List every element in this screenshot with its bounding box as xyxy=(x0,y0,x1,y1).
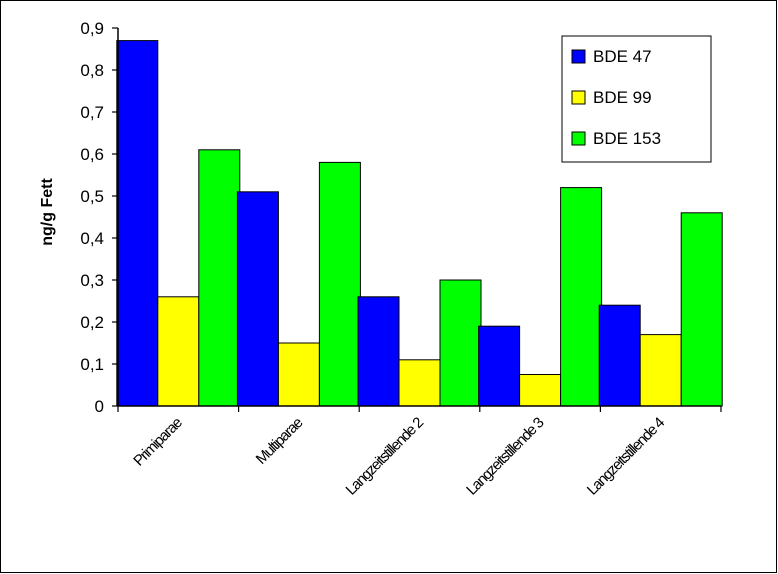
legend-box xyxy=(561,35,712,163)
y-tick-label: 0,3 xyxy=(80,271,104,290)
bar-2-1 xyxy=(157,296,200,407)
x-category-label: Langzeitstillende 3 xyxy=(463,414,547,498)
bar-1-5 xyxy=(598,304,641,407)
legend-label: BDE 99 xyxy=(593,88,652,107)
y-tick-label: 0,2 xyxy=(80,313,104,332)
bar-1-3 xyxy=(357,296,400,407)
y-axis-label: ng/g Fett xyxy=(39,178,56,246)
legend-label: BDE 47 xyxy=(593,47,652,66)
legend-label: BDE 153 xyxy=(593,129,661,148)
bar-3-3 xyxy=(439,279,482,407)
bar-1-2 xyxy=(236,191,279,407)
y-tick-label: 0,4 xyxy=(80,229,104,248)
bar-2-4 xyxy=(519,374,562,407)
bar-3-2 xyxy=(318,161,361,407)
x-category-label: Multiparae xyxy=(253,414,307,468)
bar-1-4 xyxy=(478,325,521,407)
bar-2-5 xyxy=(639,334,682,407)
y-tick-labels: 0 0,1 0,2 0,3 0,4 0,5 0,6 0,7 0,8 0,9 xyxy=(80,19,104,416)
x-category-label: Langzeitstillende 4 xyxy=(584,414,668,498)
y-tick-label: 0,9 xyxy=(80,19,104,38)
legend: BDE 47 BDE 99 BDE 153 xyxy=(561,35,712,163)
bars-layer xyxy=(116,40,723,407)
legend-items: BDE 47 BDE 99 BDE 153 xyxy=(571,47,661,148)
bar-2-3 xyxy=(398,359,441,407)
x-category-label: Primiparae xyxy=(130,414,185,469)
y-tick-label: 0,1 xyxy=(80,355,104,374)
legend-swatch xyxy=(571,90,586,105)
axes-layer xyxy=(112,27,722,412)
legend-swatch xyxy=(571,131,586,146)
y-tick-label: 0,8 xyxy=(80,61,104,80)
y-tick-label: 0,6 xyxy=(80,145,104,164)
x-category-labels: Primiparae Multiparae Langzeitstillende 2 L… xyxy=(130,414,668,498)
y-tick-label: 0,7 xyxy=(80,103,104,122)
bar-2-2 xyxy=(277,342,320,407)
bar-3-4 xyxy=(560,187,603,407)
bar-3-5 xyxy=(680,212,723,407)
bar-3-1 xyxy=(198,149,241,407)
y-tick-label: 0,5 xyxy=(80,187,104,206)
y-tick-label: 0 xyxy=(95,397,104,416)
legend-swatch xyxy=(571,49,586,64)
bar-1-1 xyxy=(116,40,159,407)
x-category-label: Langzeitstillende 2 xyxy=(343,414,427,498)
